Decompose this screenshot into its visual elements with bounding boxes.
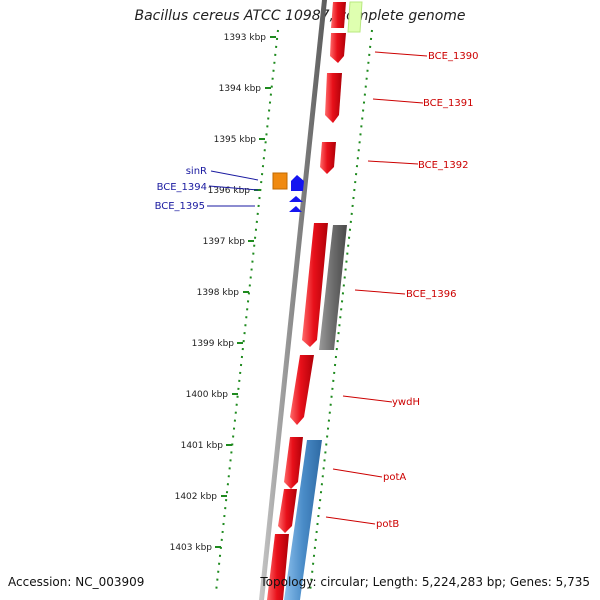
gene-potb — [278, 489, 297, 533]
gene-bottom-red — [267, 534, 289, 600]
accession-text: Accession: NC_003909 — [8, 575, 145, 589]
gene-label: BCE_1394 — [157, 182, 207, 193]
right-leaders — [325, 51, 428, 525]
gene-blue — [284, 440, 322, 600]
scale-labels: 1393 kbp 1394 kbp 1395 kbp 1396 kbp 1397… — [170, 33, 267, 553]
scale-label: 1395 kbp — [214, 135, 257, 145]
gene-bce1391 — [325, 73, 342, 123]
gene-label: BCE_1392 — [418, 160, 468, 171]
gene-bce1395 — [289, 206, 302, 212]
gene-label: sinR — [186, 166, 207, 177]
red-genes — [267, 2, 346, 600]
gene-ywdh — [290, 355, 314, 425]
gene-label: potB — [376, 519, 399, 530]
scale-label: 1400 kbp — [186, 390, 229, 400]
topology-text: Topology: circular; Length: 5,224,283 bp… — [260, 575, 590, 589]
scale-label: 1396 kbp — [208, 186, 251, 196]
scale-label: 1403 kbp — [170, 543, 213, 553]
gene-label: BCE_1390 — [428, 51, 478, 62]
scale-label: 1401 kbp — [181, 441, 224, 451]
genome-title: Bacillus cereus ATCC 10987, complete gen… — [134, 8, 466, 24]
gene-label: potA — [383, 472, 406, 483]
gene-bce1390 — [331, 2, 346, 28]
gene-label: BCE_1395 — [155, 201, 205, 212]
scale-label: 1399 kbp — [192, 339, 235, 349]
scale-label: 1393 kbp — [224, 33, 267, 43]
left-leaders — [207, 170, 259, 207]
gene-sinr — [272, 172, 288, 190]
feature-green — [347, 1, 363, 33]
gene-bce1394 — [289, 196, 303, 202]
gene-bce1396-red — [302, 223, 328, 347]
scale-label: 1402 kbp — [175, 492, 218, 502]
gene-label: BCE_1396 — [406, 289, 456, 300]
scale-label: 1394 kbp — [219, 84, 262, 94]
small-blue-genes — [289, 175, 304, 212]
genome-backbone — [259, 0, 327, 600]
gene-label: BCE_1391 — [423, 98, 473, 109]
gene-small-1 — [291, 175, 304, 191]
gene-label: ywdH — [392, 397, 420, 408]
gene-bce1396-gray — [319, 225, 347, 350]
gene-pota — [284, 437, 303, 489]
gene-bce1390-arrow — [330, 33, 346, 63]
scale-label: 1398 kbp — [197, 288, 240, 298]
scale-label: 1397 kbp — [203, 237, 246, 247]
gene-bce1392 — [320, 142, 336, 174]
scale-ticks — [215, 36, 276, 548]
